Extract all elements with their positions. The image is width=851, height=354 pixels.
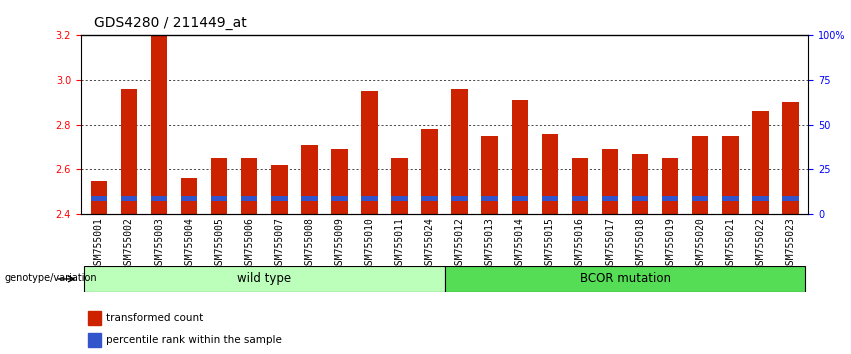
Text: GDS4280 / 211449_at: GDS4280 / 211449_at: [94, 16, 247, 30]
Text: GSM755021: GSM755021: [725, 217, 735, 269]
Text: GSM755023: GSM755023: [785, 217, 796, 269]
Bar: [482, 136, 498, 214]
Bar: [331, 149, 348, 214]
Bar: [121, 196, 137, 201]
Text: GSM755016: GSM755016: [575, 217, 585, 269]
Text: GSM755015: GSM755015: [545, 217, 555, 269]
Bar: [631, 154, 648, 214]
Text: transformed count: transformed count: [106, 313, 203, 323]
Bar: [602, 196, 619, 201]
Text: genotype/variation: genotype/variation: [4, 273, 97, 283]
Text: GSM755005: GSM755005: [214, 217, 224, 269]
Text: GSM755010: GSM755010: [364, 217, 374, 269]
Bar: [752, 196, 768, 201]
Bar: [451, 196, 468, 201]
Bar: [89, 333, 101, 347]
Text: GSM755002: GSM755002: [124, 217, 134, 269]
Text: GSM755014: GSM755014: [515, 217, 525, 269]
Bar: [722, 136, 739, 214]
Bar: [782, 102, 799, 214]
Bar: [90, 196, 107, 201]
Bar: [301, 145, 317, 214]
Bar: [331, 196, 348, 201]
Bar: [782, 196, 799, 201]
Text: GSM755024: GSM755024: [425, 217, 435, 269]
Bar: [211, 196, 227, 201]
Bar: [692, 196, 709, 201]
Bar: [631, 196, 648, 201]
Bar: [482, 196, 498, 201]
Bar: [541, 196, 558, 201]
Text: GSM755006: GSM755006: [244, 217, 254, 269]
Text: GSM755018: GSM755018: [635, 217, 645, 269]
Text: GSM755013: GSM755013: [485, 217, 494, 269]
Bar: [121, 89, 137, 214]
Bar: [511, 100, 528, 214]
Text: GSM755003: GSM755003: [154, 217, 164, 269]
Text: GSM755020: GSM755020: [695, 217, 705, 269]
Text: GSM755007: GSM755007: [274, 217, 284, 269]
Bar: [572, 158, 588, 214]
Bar: [271, 165, 288, 214]
Bar: [90, 181, 107, 214]
Text: GSM755004: GSM755004: [184, 217, 194, 269]
Bar: [211, 158, 227, 214]
Bar: [89, 312, 101, 325]
Bar: [444, 266, 805, 292]
Bar: [241, 158, 258, 214]
Bar: [451, 89, 468, 214]
Bar: [271, 196, 288, 201]
Bar: [572, 196, 588, 201]
Bar: [391, 158, 408, 214]
Text: GSM755001: GSM755001: [94, 217, 104, 269]
Text: GSM755008: GSM755008: [305, 217, 314, 269]
Bar: [421, 196, 438, 201]
Text: percentile rank within the sample: percentile rank within the sample: [106, 335, 283, 345]
Bar: [361, 91, 378, 214]
Bar: [722, 196, 739, 201]
Bar: [241, 196, 258, 201]
Bar: [421, 129, 438, 214]
Bar: [511, 196, 528, 201]
Bar: [151, 196, 168, 201]
Text: GSM755019: GSM755019: [665, 217, 675, 269]
Bar: [692, 136, 709, 214]
Bar: [180, 196, 197, 201]
Text: BCOR mutation: BCOR mutation: [580, 272, 671, 285]
Bar: [301, 196, 317, 201]
Text: wild type: wild type: [237, 272, 291, 285]
Text: GSM755017: GSM755017: [605, 217, 615, 269]
Bar: [361, 196, 378, 201]
Bar: [662, 158, 678, 214]
Bar: [151, 33, 168, 214]
Bar: [662, 196, 678, 201]
Text: GSM755011: GSM755011: [395, 217, 404, 269]
Text: GSM755022: GSM755022: [756, 217, 765, 269]
Bar: [541, 134, 558, 214]
Bar: [391, 196, 408, 201]
Bar: [752, 112, 768, 214]
Text: GSM755009: GSM755009: [334, 217, 345, 269]
Bar: [180, 178, 197, 214]
Text: GSM755012: GSM755012: [454, 217, 465, 269]
Bar: [602, 149, 619, 214]
Bar: [84, 266, 444, 292]
